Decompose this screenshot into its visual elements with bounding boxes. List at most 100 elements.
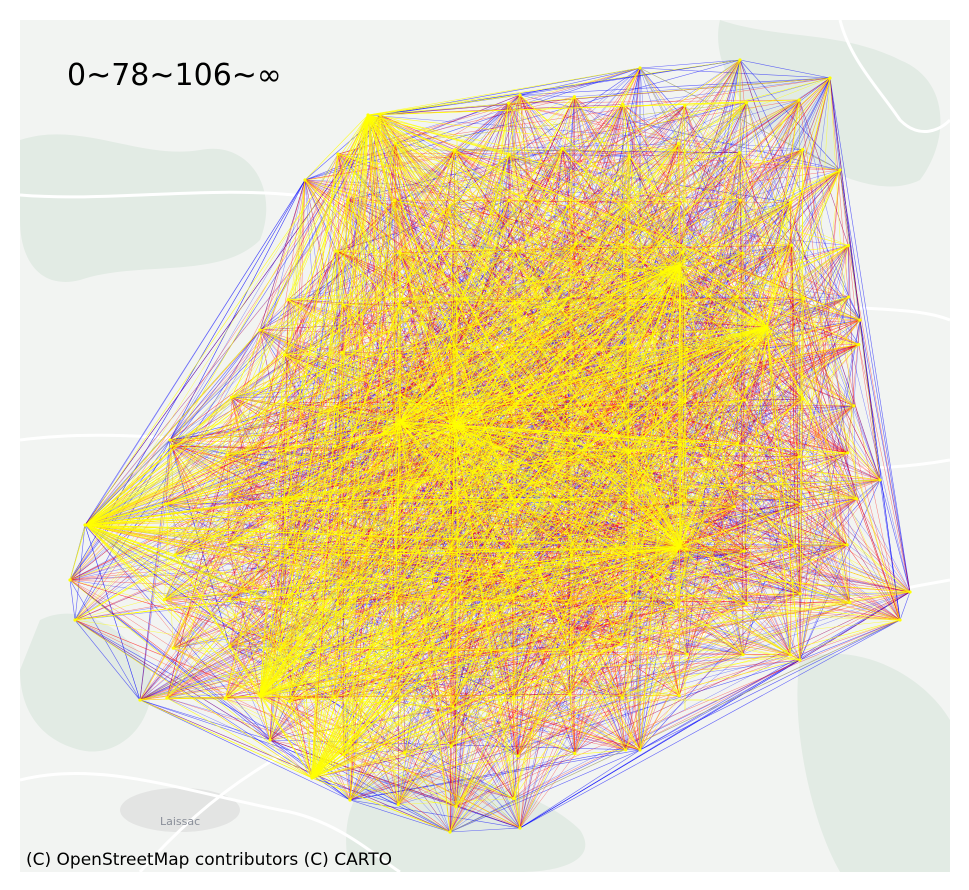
node-134 bbox=[685, 347, 689, 351]
node-88 bbox=[507, 198, 511, 202]
node-125 bbox=[628, 594, 632, 598]
node-151 bbox=[742, 549, 746, 553]
node-66 bbox=[393, 550, 398, 555]
node-82 bbox=[447, 653, 451, 658]
node-60 bbox=[398, 250, 402, 255]
forest-area-1 bbox=[718, 20, 941, 187]
node-175 bbox=[453, 423, 457, 427]
node-49 bbox=[340, 351, 344, 355]
node-46 bbox=[346, 198, 350, 202]
forest-area-3 bbox=[797, 653, 950, 872]
node-55 bbox=[338, 647, 342, 651]
node-39 bbox=[275, 449, 279, 453]
node-146 bbox=[735, 295, 739, 299]
road-3 bbox=[838, 20, 950, 134]
node-179 bbox=[678, 263, 682, 267]
node-32 bbox=[226, 542, 230, 546]
node-45 bbox=[336, 152, 340, 156]
node-111 bbox=[564, 602, 568, 606]
node-160 bbox=[801, 397, 805, 401]
node-161 bbox=[797, 455, 801, 459]
node-42 bbox=[282, 604, 286, 608]
node-44 bbox=[288, 699, 292, 704]
node-154 bbox=[797, 98, 801, 102]
node-137 bbox=[682, 499, 686, 503]
node-106 bbox=[562, 353, 567, 358]
node-142 bbox=[744, 100, 749, 105]
node-116 bbox=[627, 154, 631, 158]
node-30 bbox=[225, 453, 230, 457]
node-141 bbox=[677, 694, 681, 698]
node-98 bbox=[511, 695, 515, 699]
node-155 bbox=[801, 147, 805, 152]
node-84 bbox=[449, 744, 453, 749]
node-6 bbox=[858, 318, 862, 322]
node-119 bbox=[620, 304, 624, 308]
node-18 bbox=[68, 578, 72, 582]
node-105 bbox=[566, 296, 570, 300]
node-51 bbox=[333, 444, 337, 449]
node-138 bbox=[685, 547, 689, 551]
node-78 bbox=[457, 451, 461, 455]
urban-area bbox=[120, 788, 240, 832]
node-83 bbox=[451, 705, 455, 709]
node-133 bbox=[682, 293, 686, 297]
node-81 bbox=[459, 595, 463, 599]
node-107 bbox=[564, 404, 568, 408]
node-103 bbox=[565, 204, 570, 208]
node-68 bbox=[392, 646, 397, 650]
node-121 bbox=[621, 403, 626, 407]
node-61 bbox=[398, 298, 403, 302]
node-12 bbox=[518, 826, 522, 830]
node-48 bbox=[341, 303, 346, 307]
node-176 bbox=[84, 523, 88, 527]
node-62 bbox=[398, 354, 402, 358]
node-93 bbox=[505, 448, 509, 452]
node-40 bbox=[281, 498, 285, 502]
node-31 bbox=[228, 492, 232, 497]
node-9 bbox=[898, 618, 902, 622]
forest-area-2 bbox=[20, 613, 152, 752]
network-map[interactable]: Laissac bbox=[20, 20, 950, 872]
node-28 bbox=[165, 696, 169, 700]
node-17 bbox=[73, 618, 77, 622]
node-150 bbox=[732, 505, 737, 509]
node-36 bbox=[286, 298, 290, 302]
node-80 bbox=[449, 547, 453, 552]
node-85 bbox=[454, 805, 458, 809]
node-167 bbox=[846, 295, 851, 299]
node-129 bbox=[683, 104, 687, 108]
node-73 bbox=[448, 203, 452, 208]
node-126 bbox=[619, 642, 623, 646]
node-127 bbox=[620, 696, 625, 700]
node-166 bbox=[846, 243, 850, 248]
node-91 bbox=[507, 343, 511, 347]
node-56 bbox=[332, 695, 336, 700]
node-114 bbox=[573, 751, 577, 756]
node-108 bbox=[570, 455, 574, 459]
node-96 bbox=[511, 596, 515, 600]
node-149 bbox=[735, 441, 740, 445]
node-52 bbox=[338, 502, 342, 506]
forest-area-4 bbox=[346, 773, 586, 872]
node-124 bbox=[629, 552, 633, 557]
node-47 bbox=[335, 249, 339, 253]
node-4 bbox=[828, 76, 832, 80]
node-10 bbox=[798, 658, 802, 662]
map-frame[interactable]: Laissac 0~78~106~∞ (C) OpenStreetMap con… bbox=[20, 20, 950, 872]
node-97 bbox=[509, 647, 513, 651]
node-101 bbox=[572, 95, 576, 99]
node-118 bbox=[620, 243, 624, 247]
node-64 bbox=[397, 444, 401, 448]
node-76 bbox=[447, 343, 451, 347]
node-169 bbox=[852, 404, 856, 408]
node-123 bbox=[627, 494, 631, 498]
node-57 bbox=[342, 752, 346, 757]
node-159 bbox=[794, 342, 798, 346]
node-67 bbox=[394, 596, 398, 600]
node-35 bbox=[223, 697, 227, 701]
node-2 bbox=[638, 66, 642, 70]
node-20 bbox=[168, 438, 172, 442]
node-157 bbox=[790, 243, 794, 247]
node-174 bbox=[366, 113, 370, 117]
